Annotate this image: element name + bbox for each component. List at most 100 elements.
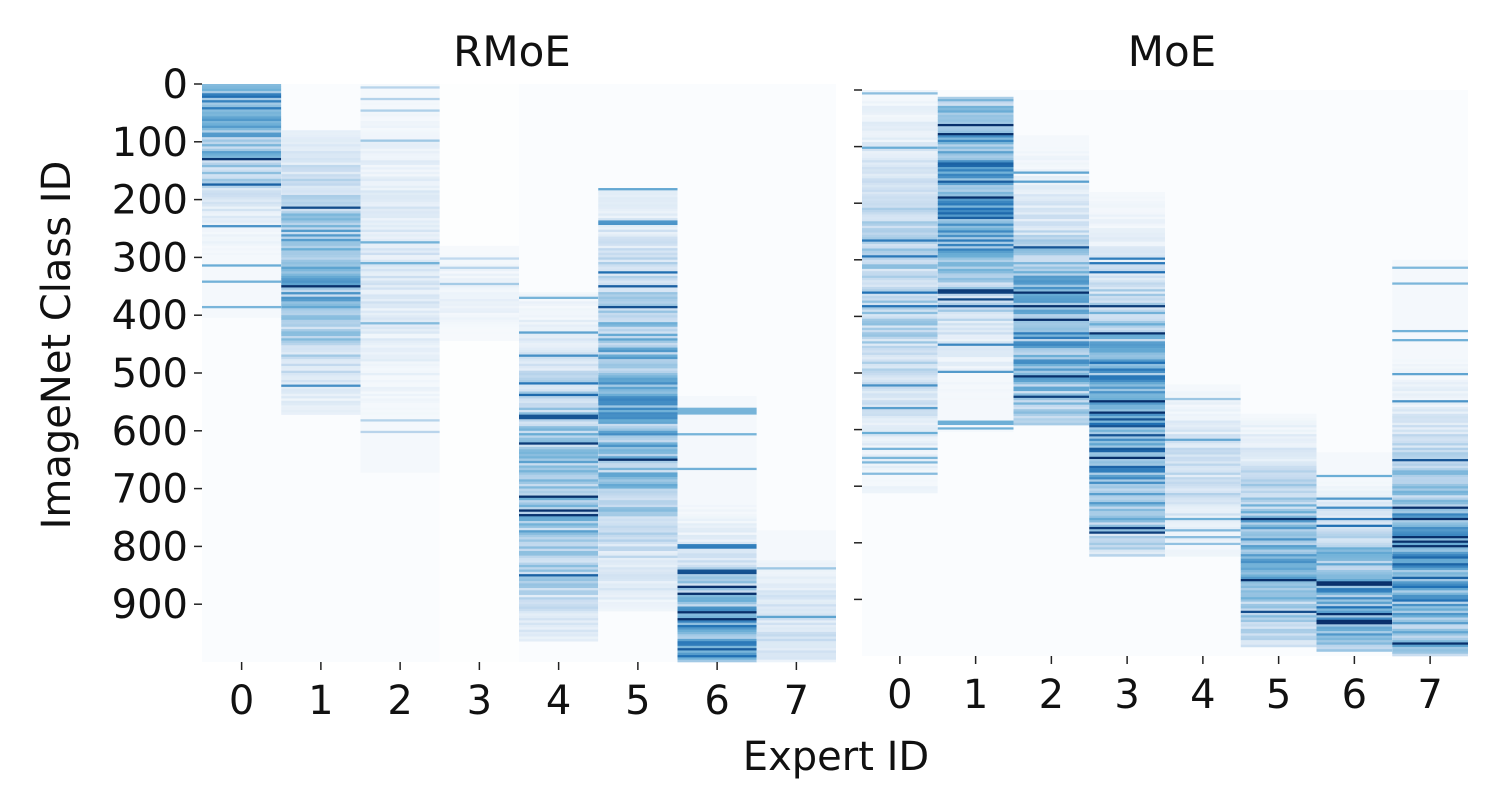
heatmap-cell: [677, 428, 757, 432]
heatmap-cell: [360, 426, 440, 429]
heatmap-cell: [519, 618, 599, 621]
heatmap-cell: [862, 271, 938, 274]
heatmap-cell: [519, 488, 599, 492]
heatmap-cell: [1316, 576, 1393, 580]
heatmap-cell: [677, 620, 757, 623]
heatmap-cell: [1089, 388, 1165, 392]
heatmap-cell: [202, 287, 282, 291]
heatmap-cell: [1392, 320, 1468, 324]
heatmap-cell: [1392, 646, 1468, 650]
heatmap-cell: [519, 479, 599, 482]
heatmap-cell: [360, 148, 440, 152]
heatmap-cell: [677, 599, 757, 603]
heatmap-cell: [360, 162, 440, 166]
heatmap-cell: [862, 228, 938, 231]
heatmap-cell: [1392, 354, 1468, 358]
heatmap-cell: [937, 243, 1014, 247]
heatmap-cell: [1392, 343, 1468, 347]
heatmap-cell: [360, 414, 440, 418]
heatmap-cell: [862, 264, 938, 267]
heatmap-cell: [360, 275, 440, 279]
heatmap-cell: [1316, 468, 1393, 471]
heatmap-cell: [598, 389, 678, 392]
heatmap-cell: [598, 576, 678, 580]
heatmap-cell: [360, 243, 440, 247]
heatmap-cell: [360, 211, 440, 214]
heatmap-cell: [281, 340, 361, 344]
heatmap-cell: [598, 412, 678, 415]
heatmap-cell: [598, 338, 678, 341]
heatmap-cell: [862, 117, 938, 120]
heatmap-cell: [1165, 468, 1241, 471]
heatmap-cell: [1089, 488, 1165, 492]
heatmap-cell: [756, 590, 836, 593]
heatmap-cell: [439, 301, 519, 304]
heatmap-cell: [1089, 246, 1165, 249]
heatmap-cell: [677, 460, 757, 464]
heatmap-cell: [1392, 601, 1468, 605]
heatmap-cell: [360, 470, 440, 473]
x-tick-label: 6: [704, 678, 729, 724]
heatmap-cell: [937, 359, 1014, 362]
heatmap-cell: [1392, 483, 1468, 487]
heatmap-cell: [598, 430, 678, 434]
heatmap-cell: [360, 305, 440, 309]
heatmap-cell: [1089, 418, 1165, 421]
heatmap-cell: [1316, 456, 1393, 460]
x-tick-label: 5: [1266, 672, 1291, 718]
heatmap-cell: [862, 309, 938, 313]
heatmap-cell: [519, 527, 599, 531]
heatmap-cell: [1013, 382, 1090, 385]
heatmap-cell: [598, 331, 678, 334]
heatmap-cell: [862, 411, 938, 415]
heatmap-cell: [1392, 531, 1468, 535]
heatmap-cell: [1392, 357, 1468, 360]
heatmap-cell: [598, 426, 678, 429]
heatmap-cell: [1240, 529, 1317, 532]
heatmap-cell: [862, 307, 938, 310]
heatmap-cell: [360, 282, 440, 286]
heatmap-cell: [937, 368, 1014, 372]
heatmap-cell: [1013, 329, 1090, 333]
heatmap-cell: [937, 114, 1014, 118]
heatmap-cell: [677, 474, 757, 478]
heatmap-cell: [519, 373, 599, 376]
heatmap-cell: [677, 615, 757, 619]
heatmap-cell: [1392, 540, 1468, 544]
heatmap-cell: [862, 284, 938, 288]
heatmap-cell: [1240, 422, 1317, 426]
heatmap-cell: [1392, 495, 1468, 498]
heatmap-cell: [937, 144, 1014, 147]
heatmap-cell: [360, 125, 440, 129]
heatmap-cell: [598, 440, 678, 443]
heatmap-cell: [1392, 307, 1468, 310]
heatmap-cell: [1392, 434, 1468, 437]
heatmap-cell: [1316, 488, 1393, 492]
heatmap-cell: [1392, 266, 1468, 270]
heatmap-cell: [1392, 411, 1468, 415]
heatmap-cell: [1013, 318, 1090, 322]
heatmap-cell: [1392, 637, 1468, 641]
heatmap-cell: [862, 96, 938, 100]
heatmap-cell: [281, 352, 361, 355]
heatmap-cell: [1013, 228, 1090, 231]
heatmap-cell: [360, 278, 440, 281]
heatmap-cell: [1089, 277, 1165, 281]
heatmap-cell: [1013, 397, 1090, 401]
heatmap-cell: [360, 465, 440, 469]
heatmap-cell: [862, 397, 938, 401]
x-tick-label: 2: [1039, 672, 1064, 718]
heatmap-cell: [1013, 354, 1090, 358]
heatmap-cell: [519, 460, 599, 464]
heatmap-cell: [519, 393, 599, 397]
heatmap-cell: [1240, 574, 1317, 578]
heatmap-cell: [862, 166, 938, 170]
heatmap-cell: [202, 181, 282, 184]
heatmap-cell: [598, 578, 678, 582]
heatmap-cell: [1240, 425, 1317, 428]
heatmap-cell: [598, 403, 678, 406]
heatmap-cell: [862, 142, 938, 145]
heatmap-cell: [519, 493, 599, 496]
